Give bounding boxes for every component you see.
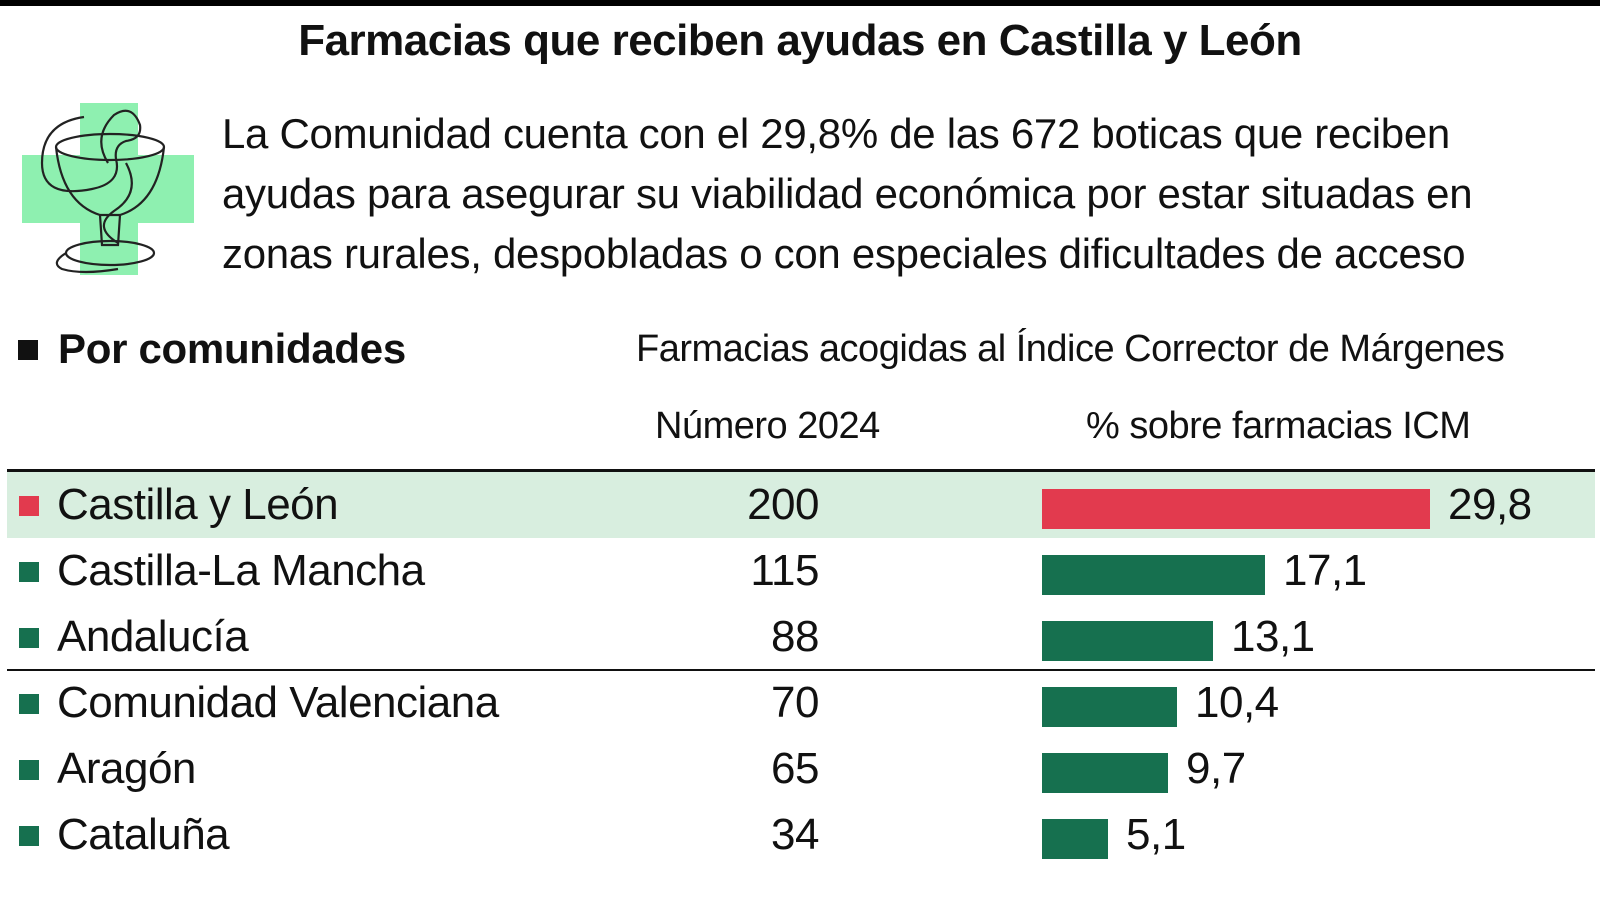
group-divider xyxy=(7,669,1595,671)
chart-title: Farmacias que reciben ayudas en Castilla… xyxy=(298,16,1302,65)
bar xyxy=(1042,489,1430,529)
table-row: Andalucía 88 13,1 xyxy=(7,604,1595,670)
row-label: Cataluña xyxy=(57,810,230,859)
section-title: Por comunidades xyxy=(58,325,406,372)
bar xyxy=(1042,687,1177,727)
bar-value-label: 10,4 xyxy=(1195,678,1279,727)
bar xyxy=(1042,819,1108,859)
bar xyxy=(1042,555,1265,595)
bar-value-label: 9,7 xyxy=(1186,744,1246,793)
row-label: Castilla y León xyxy=(57,480,339,529)
top-rule xyxy=(0,0,1600,6)
header-rule xyxy=(7,469,1595,472)
bar-value-label: 17,1 xyxy=(1283,546,1367,595)
row-marker xyxy=(19,760,39,780)
row-marker xyxy=(19,694,39,714)
intro-text: La Comunidad cuenta con el 29,8% de las … xyxy=(222,110,1473,277)
row-number-value: 200 xyxy=(747,480,819,529)
pharmacy-cross-bowl-snake-icon xyxy=(22,103,194,275)
row-marker xyxy=(19,562,39,582)
row-label: Comunidad Valenciana xyxy=(57,678,499,727)
row-number-value: 70 xyxy=(771,678,819,727)
table-row: Comunidad Valenciana 70 10,4 xyxy=(7,670,1595,736)
row-number-value: 65 xyxy=(771,744,819,793)
bar xyxy=(1042,621,1213,661)
bar-value-label: 5,1 xyxy=(1126,810,1186,859)
table-row: Castilla y León 200 29,8 xyxy=(7,472,1595,538)
table-row: Aragón 65 9,7 xyxy=(7,736,1595,802)
row-marker xyxy=(19,826,39,846)
section-marker xyxy=(18,340,38,360)
chart-subtitle: Farmacias acogidas al Índice Corrector d… xyxy=(636,328,1505,370)
row-number-value: 88 xyxy=(771,612,819,661)
row-label: Andalucía xyxy=(57,612,249,661)
bar xyxy=(1042,753,1168,793)
bar-value-label: 29,8 xyxy=(1448,480,1532,529)
column-header-number: Número 2024 xyxy=(655,405,880,447)
row-label: Aragón xyxy=(57,744,196,793)
table-row: Castilla-La Mancha 115 17,1 xyxy=(7,538,1595,604)
row-number-value: 115 xyxy=(750,546,819,595)
table-row: Cataluña 34 5,1 xyxy=(7,802,1595,868)
column-header-percent: % sobre farmacias ICM xyxy=(1086,405,1471,447)
row-marker xyxy=(19,628,39,648)
row-marker xyxy=(19,496,39,516)
row-number-value: 34 xyxy=(771,810,819,859)
row-label: Castilla-La Mancha xyxy=(57,546,425,595)
bar-value-label: 13,1 xyxy=(1231,612,1315,661)
